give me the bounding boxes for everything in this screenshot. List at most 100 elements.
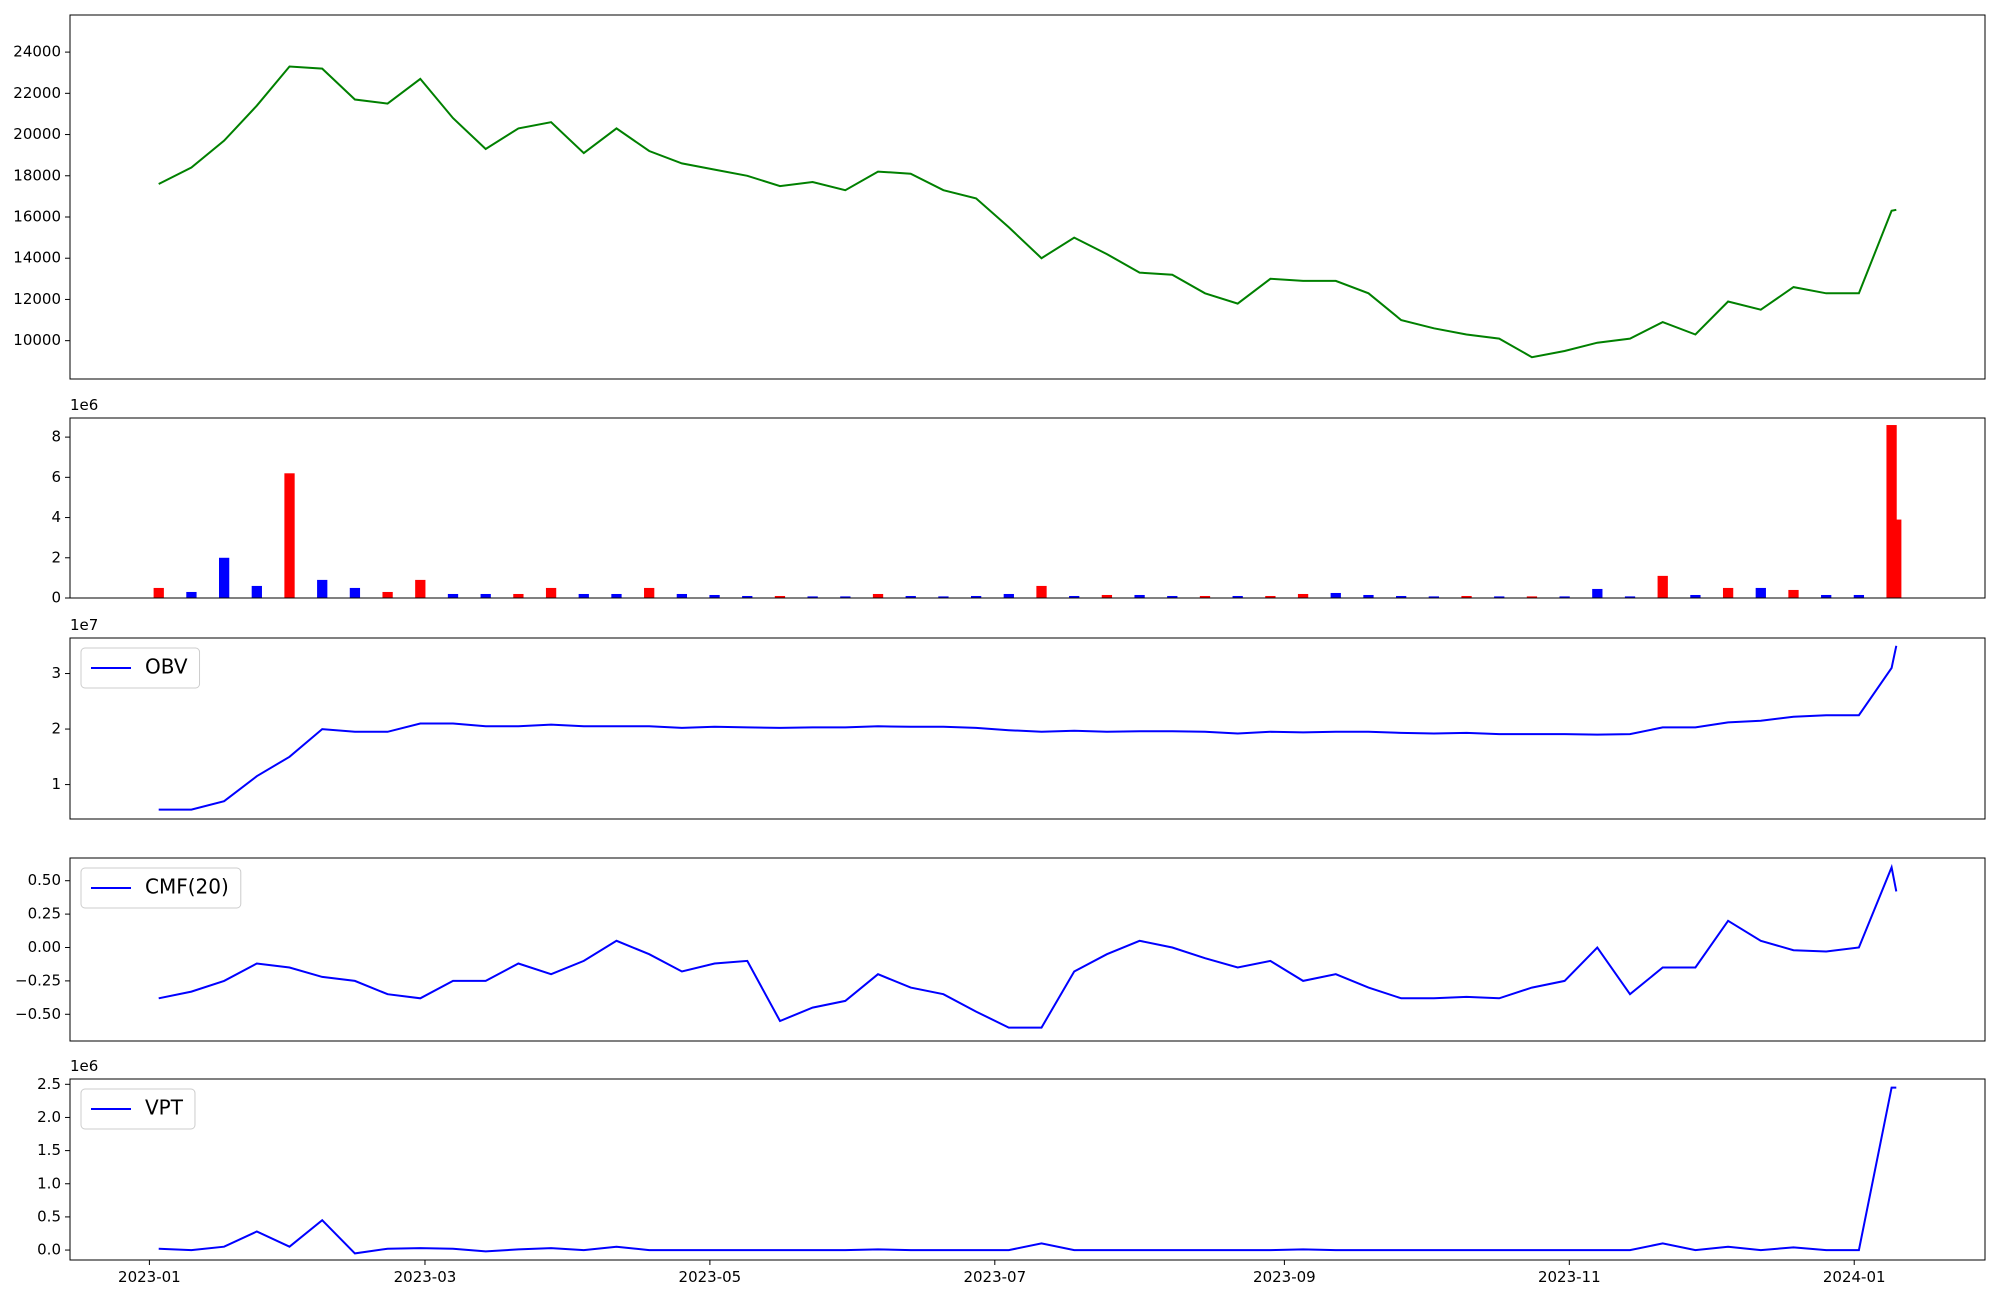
y-tick-label: 0.50 <box>28 871 61 889</box>
axes-frame <box>69 1078 1986 1261</box>
axis-offset-label: 1e6 <box>70 1057 98 1075</box>
volume-bar <box>382 591 393 598</box>
volume-bar <box>1101 594 1113 598</box>
y-tick-label: 2 <box>51 720 61 738</box>
volume-bar <box>1232 595 1243 598</box>
volume-bar <box>742 595 753 598</box>
volume-bar <box>676 593 688 598</box>
y-tick-label: −0.25 <box>15 971 61 989</box>
y-tick-label: 6 <box>51 468 61 486</box>
y-tick-label: 10000 <box>13 331 61 349</box>
volume-bar <box>611 593 622 598</box>
y-tick-label: 2 <box>51 548 61 566</box>
volume-bar <box>1494 596 1505 598</box>
line <box>158 863 1898 1029</box>
volume-bar <box>1330 592 1341 598</box>
volume-bar <box>1755 587 1766 598</box>
y-tick-label: 1 <box>51 775 61 793</box>
y-tick-label: 20000 <box>13 125 61 143</box>
axis-offset-label: 1e6 <box>70 396 98 414</box>
axes-frame <box>69 857 1986 1042</box>
y-tick-label: 16000 <box>13 207 61 225</box>
x-tick-label: 2023-01 <box>118 1268 181 1286</box>
legend-box <box>80 867 242 909</box>
x-tick-label: 2023-05 <box>679 1268 742 1286</box>
volume-bar <box>1722 587 1734 598</box>
volume-bar <box>1396 595 1407 598</box>
volume-bar <box>840 596 851 598</box>
volume-bar <box>284 473 295 598</box>
legend-label: CMF(20) <box>145 875 229 899</box>
y-tick-label: 24000 <box>13 43 61 61</box>
volume-bar <box>545 587 557 598</box>
volume-bar <box>1003 593 1014 598</box>
y-tick-label: 0.5 <box>37 1207 61 1225</box>
volume-bar <box>317 579 328 598</box>
volume-bar <box>774 595 786 598</box>
y-tick-label: 0.0 <box>37 1241 61 1259</box>
volume-bar <box>447 593 459 598</box>
y-tick-label: 2.5 <box>37 1075 61 1093</box>
y-tick-label: −0.50 <box>15 1005 61 1023</box>
volume-bar <box>415 579 426 598</box>
volume-bar <box>186 591 197 598</box>
x-tick-label: 2024-01 <box>1823 1268 1886 1286</box>
volume-bar <box>1134 594 1145 598</box>
volume-bar <box>480 593 491 598</box>
y-tick-label: 0 <box>51 589 61 607</box>
legend-box <box>80 647 201 689</box>
volume-bar <box>1891 519 1902 598</box>
line <box>158 65 1897 359</box>
y-tick-label: 12000 <box>13 290 61 308</box>
volume-bar <box>1690 594 1701 598</box>
x-tick-label: 2023-09 <box>1253 1268 1316 1286</box>
axes-frame <box>69 14 1986 380</box>
x-tick-label: 2023-03 <box>394 1268 457 1286</box>
volume-bar <box>644 587 655 598</box>
volume-bar <box>1657 575 1668 598</box>
volume-bar <box>1853 594 1865 598</box>
volume-bar <box>1265 595 1276 598</box>
y-tick-label: 8 <box>51 428 61 446</box>
volume-bar <box>1886 425 1897 598</box>
legend-box <box>80 1088 196 1130</box>
y-tick-label: 22000 <box>13 84 61 102</box>
axis-offset-label: 1e7 <box>70 616 98 634</box>
volume-bar <box>1199 595 1211 598</box>
x-tick-label: 2023-11 <box>1538 1268 1601 1286</box>
volume-bar <box>872 593 884 598</box>
volume-bar <box>513 593 524 598</box>
volume-bar <box>1363 594 1374 598</box>
volume-bar <box>1592 588 1603 598</box>
axes-frame <box>69 637 1986 820</box>
volume-bar <box>1624 596 1636 598</box>
y-tick-label: 4 <box>51 508 61 526</box>
volume-bar <box>1526 596 1538 598</box>
y-tick-label: 0.25 <box>28 905 61 923</box>
legend-label: VPT <box>145 1096 184 1120</box>
volume-bar <box>1788 589 1799 598</box>
line <box>158 1086 1897 1255</box>
volume-bar <box>905 595 916 598</box>
volume-bar <box>970 595 982 598</box>
volume-bar <box>1559 596 1570 598</box>
axes-frame <box>69 417 1986 599</box>
volume-bar <box>349 587 361 598</box>
volume-bar <box>1036 585 1047 598</box>
volume-bar <box>1297 593 1309 598</box>
volume-bar <box>1069 595 1080 598</box>
y-tick-label: 1.5 <box>37 1141 61 1159</box>
y-tick-label: 18000 <box>13 166 61 184</box>
volume-bar <box>1167 595 1178 598</box>
volume-bar <box>218 557 230 598</box>
line <box>158 645 1898 811</box>
volume-bar <box>807 596 818 598</box>
y-tick-label: 0.00 <box>28 938 61 956</box>
volume-bar <box>938 596 949 598</box>
volume-bar <box>578 593 589 598</box>
y-tick-label: 2.0 <box>37 1108 61 1126</box>
volume-bar <box>1428 596 1439 598</box>
y-tick-label: 1.0 <box>37 1174 61 1192</box>
